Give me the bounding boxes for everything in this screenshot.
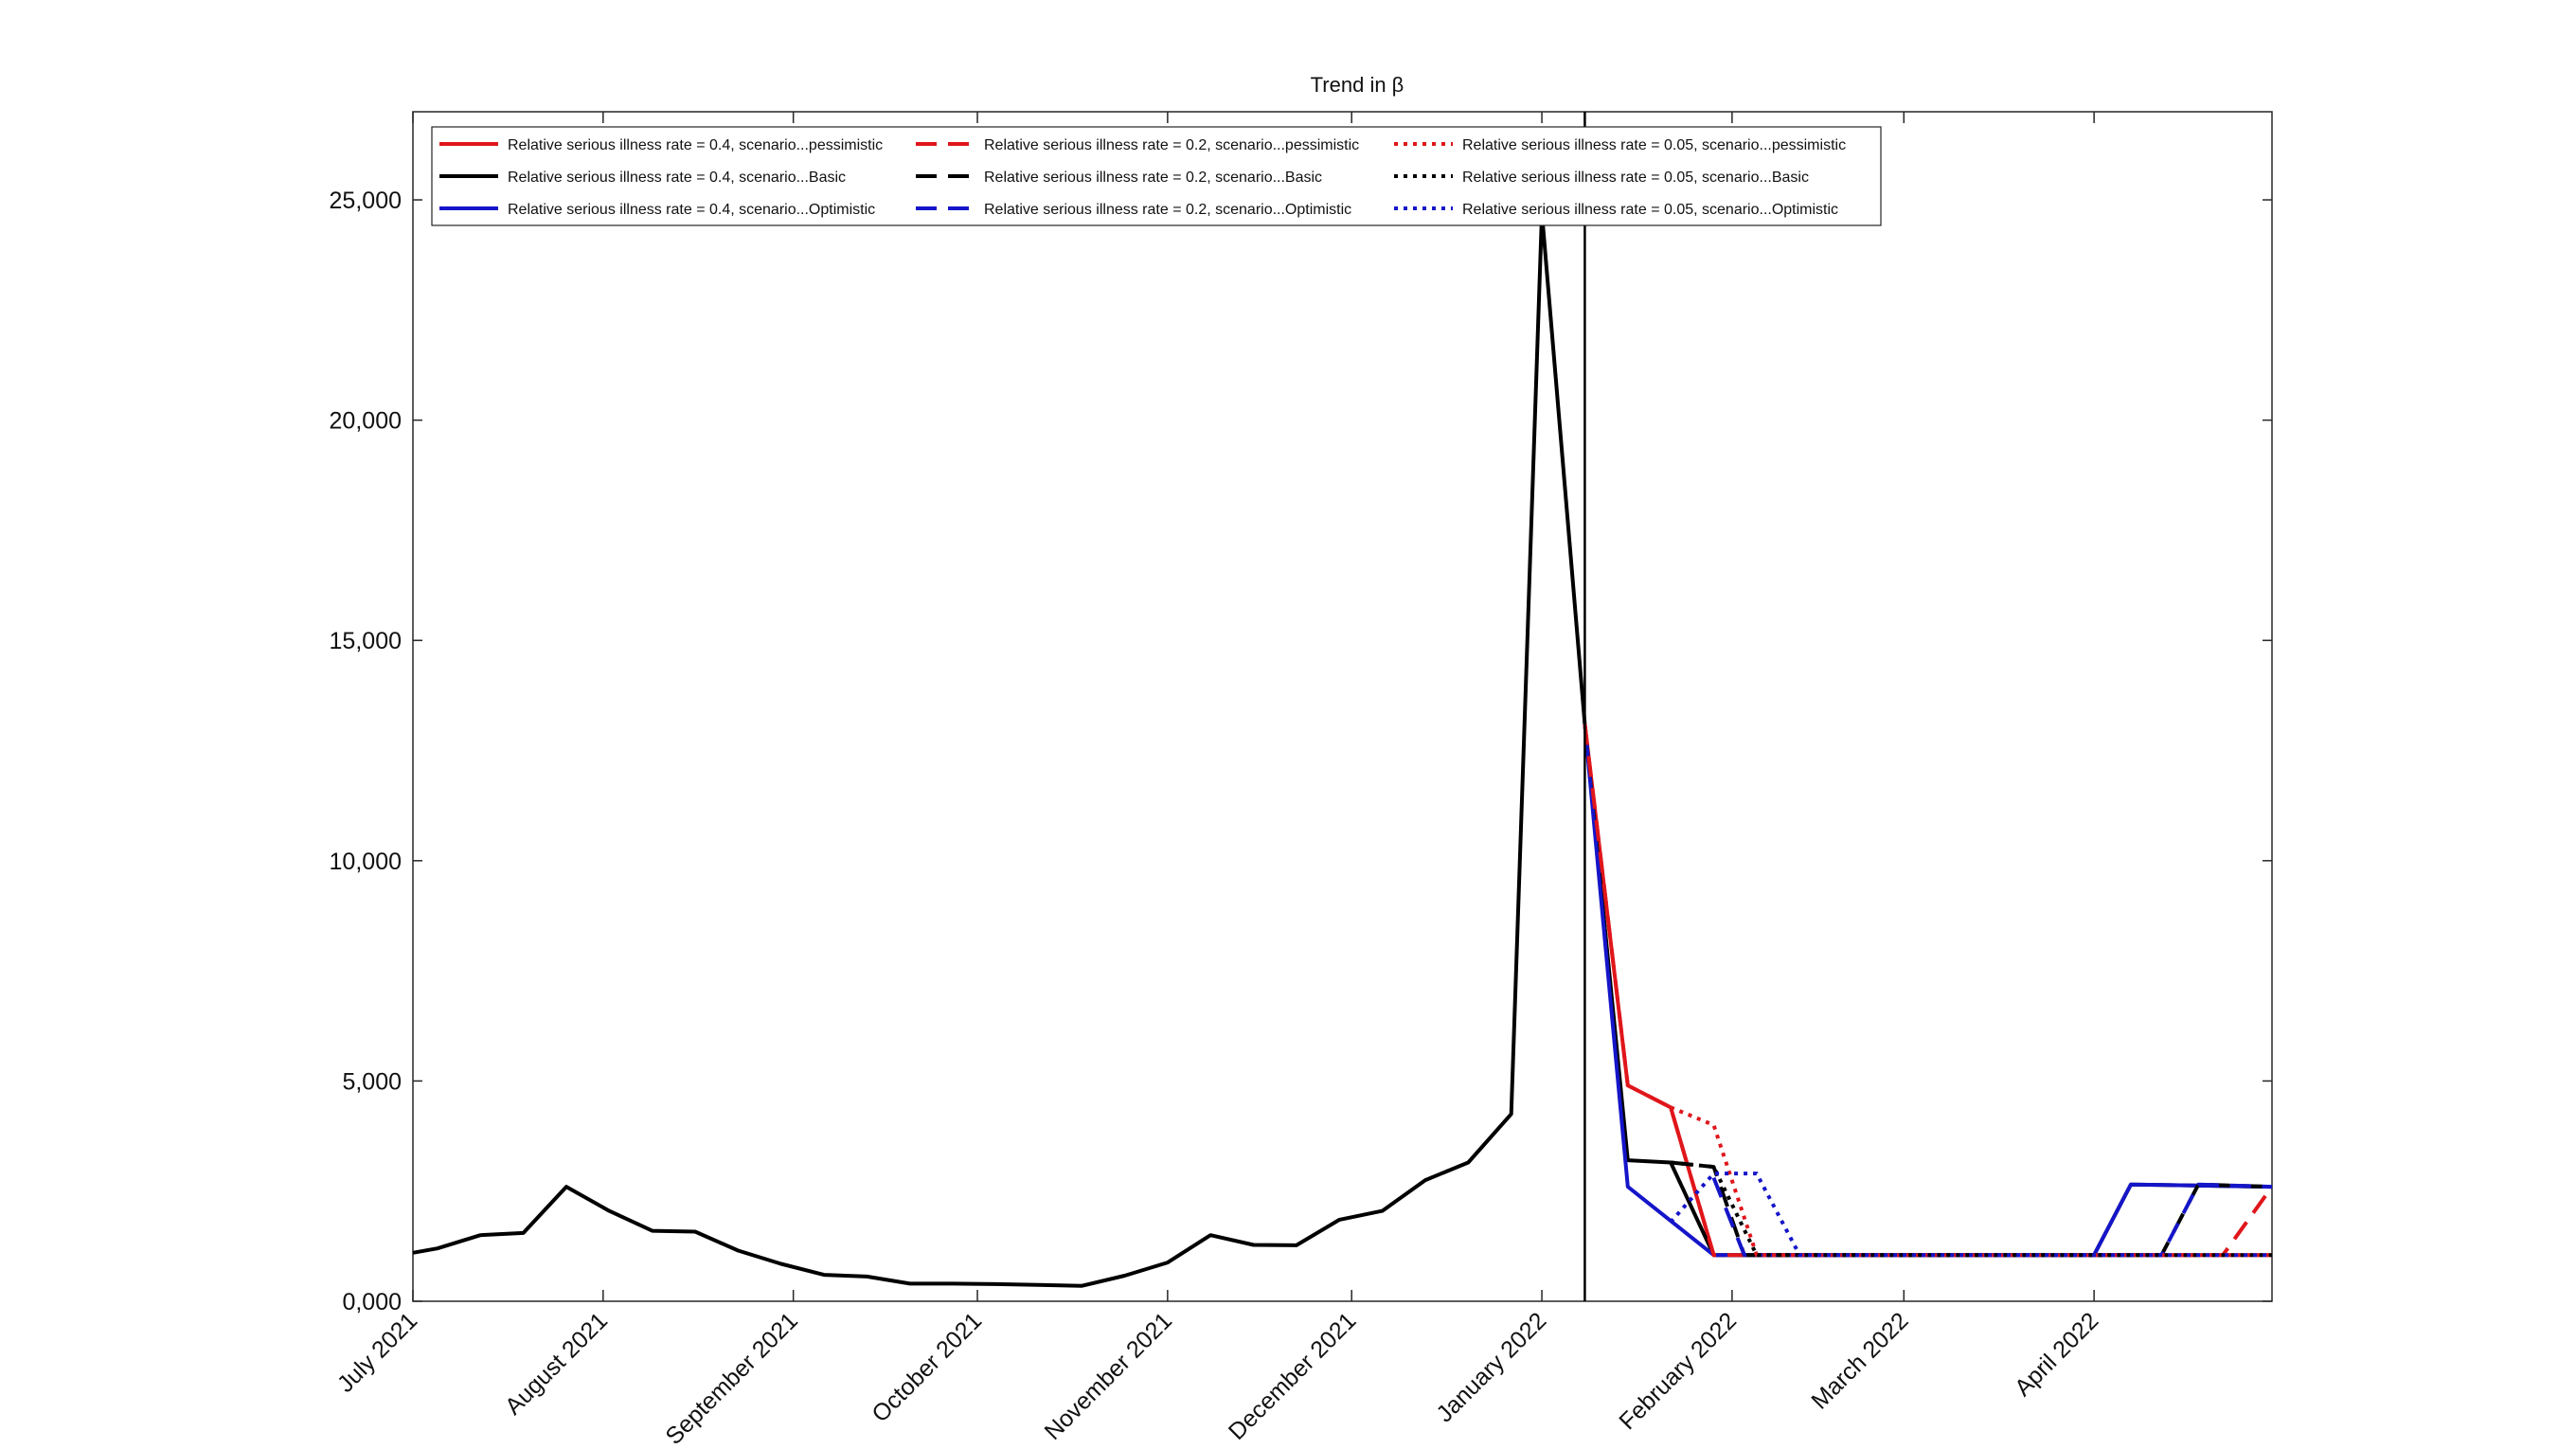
series-line-8: [1669, 1172, 2272, 1258]
legend-label-1: Relative serious illness rate = 0.4, sce…: [508, 170, 846, 186]
y-tick-label: 20,000: [330, 408, 402, 435]
x-tick-label: February 2022: [1614, 1307, 1742, 1435]
chart-title: Trend in β: [1311, 73, 1404, 97]
data-lines: [412, 211, 2274, 1288]
y-tick-label: 25,000: [330, 188, 402, 214]
x-tick-label: November 2021: [1040, 1307, 1178, 1445]
legend: Relative serious illness rate = 0.4, sce…: [431, 126, 1882, 226]
legend-label-5: Relative serious illness rate = 0.2, sce…: [984, 202, 1351, 218]
legend-label-7: Relative serious illness rate = 0.05, sc…: [1462, 170, 1809, 186]
x-tick-label: December 2021: [1224, 1307, 1362, 1445]
y-tick-label: 15,000: [330, 628, 402, 654]
legend-label-6: Relative serious illness rate = 0.05, sc…: [1462, 137, 1846, 153]
y-tick-label: 5,000: [342, 1068, 402, 1095]
x-tick-label: April 2022: [2010, 1307, 2103, 1401]
legend-box: [431, 126, 1882, 226]
x-tick-label: January 2022: [1431, 1307, 1551, 1427]
x-tick-label: March 2022: [1806, 1307, 1913, 1414]
legend-label-8: Relative serious illness rate = 0.05, sc…: [1462, 202, 1838, 218]
y-tick-label: 0,000: [342, 1289, 402, 1315]
x-tick-label: August 2021: [500, 1307, 613, 1420]
x-tick-label: October 2021: [867, 1307, 987, 1427]
series-line-3: [1583, 724, 2274, 1258]
plot-area: [412, 111, 2273, 1302]
x-tick-label: September 2021: [660, 1307, 803, 1449]
series-line-7: [1670, 1160, 2272, 1258]
history-line: [412, 211, 1587, 1288]
legend-label-4: Relative serious illness rate = 0.2, sce…: [984, 170, 1322, 186]
legend-label-0: Relative serious illness rate = 0.4, sce…: [508, 137, 883, 153]
y-axis: 0,000 5,000 10,000 15,000 20,000 25,000: [330, 188, 2272, 1315]
y-tick-label: 10,000: [330, 849, 402, 875]
x-tick-label: July 2021: [332, 1307, 422, 1397]
legend-label-2: Relative serious illness rate = 0.4, sce…: [508, 202, 875, 218]
legend-label-3: Relative serious illness rate = 0.2, sce…: [984, 137, 1359, 153]
series-line-6: [1670, 1105, 2272, 1258]
